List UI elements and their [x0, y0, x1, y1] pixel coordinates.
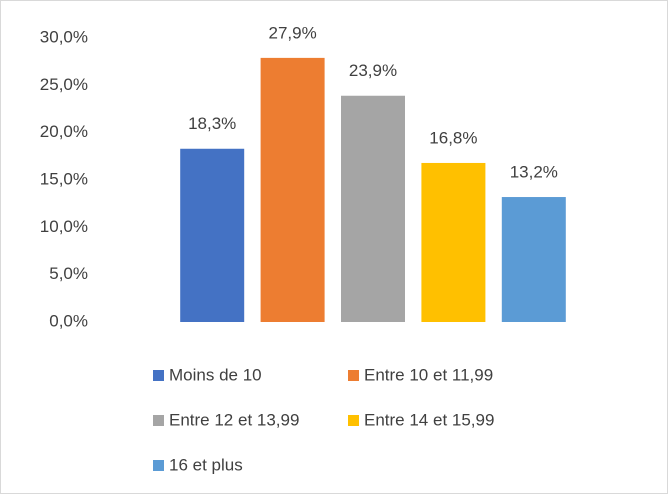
- legend-label: Entre 10 et 11,99: [364, 365, 493, 384]
- data-label: 13,2%: [510, 163, 558, 182]
- legend-label: 16 et plus: [169, 455, 243, 474]
- data-label: 18,3%: [188, 114, 236, 133]
- bar: [501, 197, 566, 322]
- legend-label: Entre 12 et 13,99: [169, 410, 299, 429]
- legend-swatch: [153, 460, 164, 471]
- y-tick-label: 30,0%: [40, 27, 88, 46]
- data-label: 23,9%: [349, 61, 397, 80]
- y-tick-label: 10,0%: [40, 217, 88, 236]
- y-tick-label: 25,0%: [40, 75, 88, 94]
- legend-swatch: [153, 415, 164, 426]
- bar: [180, 148, 245, 322]
- legend-label: Moins de 10: [169, 365, 262, 384]
- y-tick-label: 5,0%: [49, 264, 88, 283]
- bar: [260, 57, 325, 322]
- legend-swatch: [348, 415, 359, 426]
- legend-swatch: [348, 370, 359, 381]
- bar: [421, 162, 486, 322]
- data-label: 27,9%: [268, 23, 316, 42]
- y-tick-label: 20,0%: [40, 122, 88, 141]
- y-tick-label: 0,0%: [49, 311, 88, 330]
- y-tick-label: 15,0%: [40, 169, 88, 188]
- bar: [341, 95, 405, 322]
- legend-label: Entre 14 et 15,99: [364, 410, 494, 429]
- data-label: 16,8%: [429, 128, 477, 147]
- legend-swatch: [153, 370, 164, 381]
